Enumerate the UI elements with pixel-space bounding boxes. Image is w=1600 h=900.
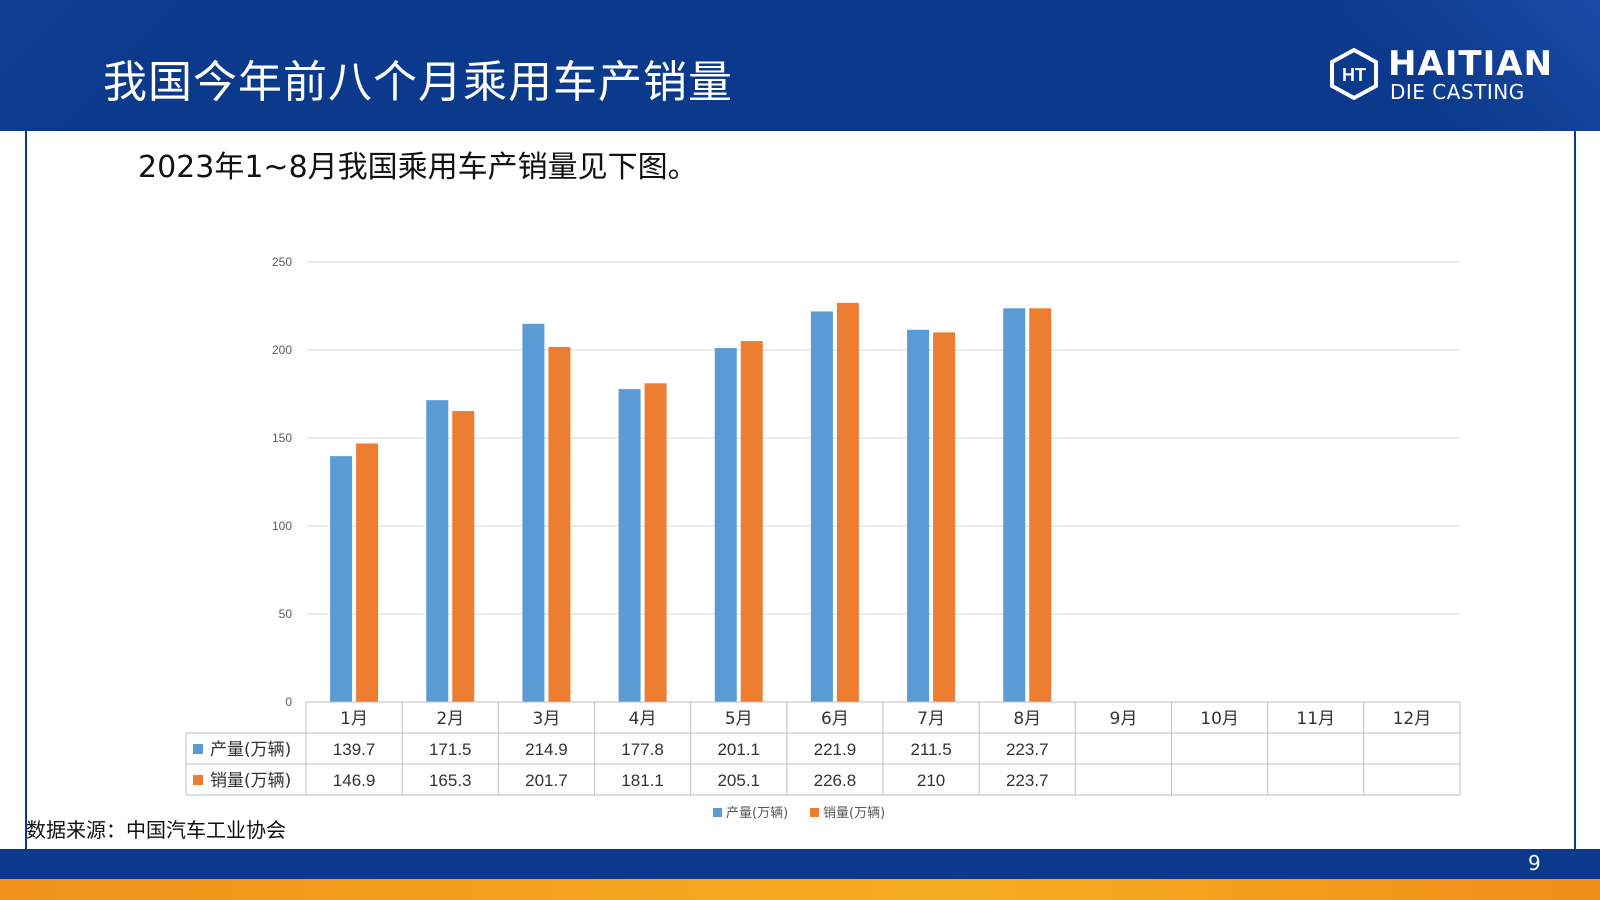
footer-bar bbox=[0, 849, 1600, 879]
data-table-value: 226.8 bbox=[814, 771, 857, 790]
sales-key-swatch bbox=[193, 775, 203, 785]
logo-badge-icon: HT bbox=[1330, 48, 1378, 100]
page-number: 9 bbox=[1528, 851, 1541, 875]
production-bar bbox=[714, 348, 737, 702]
data-table-value: 201.1 bbox=[717, 740, 760, 759]
source-note: 数据来源：中国汽车工业协会 bbox=[26, 818, 286, 842]
x-category-label: 2月 bbox=[436, 709, 464, 729]
sales-bar bbox=[356, 443, 379, 702]
production-bar bbox=[810, 311, 833, 702]
data-table-value: 165.3 bbox=[429, 771, 472, 790]
data-table-value: 139.7 bbox=[333, 740, 376, 759]
page-title: 我国今年前八个月乘用车产销量 bbox=[103, 57, 733, 108]
legend-production: 产量(万辆) bbox=[726, 806, 788, 821]
header-accent-right bbox=[1340, 0, 1600, 131]
haitian-logo: HT HAITIAN DIE CASTING bbox=[1328, 44, 1552, 104]
sales-bar bbox=[836, 302, 859, 702]
x-category-label: 12月 bbox=[1393, 709, 1432, 729]
sales-bar bbox=[933, 332, 956, 702]
frame-left-border bbox=[25, 131, 27, 849]
y-tick-label: 50 bbox=[279, 607, 293, 621]
production-bar bbox=[426, 400, 449, 702]
y-tick-label: 0 bbox=[285, 695, 292, 709]
data-table-value: 171.5 bbox=[429, 740, 472, 759]
production-bar bbox=[330, 456, 353, 702]
production-bar bbox=[1003, 308, 1026, 702]
x-category-label: 5月 bbox=[725, 709, 753, 729]
production-key-swatch bbox=[193, 744, 203, 754]
x-category-label: 3月 bbox=[533, 709, 561, 729]
x-category-label: 9月 bbox=[1110, 709, 1138, 729]
footer-accent-stripe bbox=[0, 879, 1600, 900]
data-table-value: 221.9 bbox=[814, 740, 857, 759]
x-category-label: 6月 bbox=[821, 709, 849, 729]
x-category-label: 11月 bbox=[1296, 709, 1335, 729]
sales-legend-swatch bbox=[810, 808, 819, 817]
production-bar bbox=[907, 329, 930, 702]
x-category-label: 4月 bbox=[629, 709, 657, 729]
x-category-label: 1月 bbox=[340, 709, 368, 729]
data-table-value: 223.7 bbox=[1006, 771, 1049, 790]
x-category-label: 8月 bbox=[1013, 709, 1041, 729]
y-tick-label: 250 bbox=[272, 255, 292, 269]
data-table-series-name: 销量(万辆) bbox=[210, 771, 291, 791]
intro-text: 2023年1~8月我国乘用车产销量见下图。 bbox=[138, 150, 698, 185]
data-table-value: 223.7 bbox=[1006, 740, 1049, 759]
legend-sales: 销量(万辆) bbox=[823, 806, 885, 821]
data-table-series-name: 产量(万辆) bbox=[210, 740, 291, 760]
production-bar bbox=[522, 323, 545, 702]
y-tick-label: 200 bbox=[272, 343, 292, 357]
data-table-value: 205.1 bbox=[717, 771, 760, 790]
data-table-value: 211.5 bbox=[910, 740, 951, 759]
logo-brand-sub: DIE CASTING bbox=[1390, 80, 1525, 104]
logo-brand-name: HAITIAN bbox=[1388, 44, 1554, 84]
data-table-value: 181.1 bbox=[621, 771, 664, 790]
data-table-value: 210 bbox=[917, 771, 945, 790]
data-table-value: 177.8 bbox=[621, 740, 664, 759]
sales-bar bbox=[548, 347, 571, 702]
data-table-value: 214.9 bbox=[525, 740, 568, 759]
sales-bar bbox=[644, 383, 667, 702]
logo-badge-text: HT bbox=[1342, 65, 1366, 85]
data-table-value: 146.9 bbox=[333, 771, 376, 790]
production-legend-swatch bbox=[713, 808, 722, 817]
production-bar bbox=[618, 389, 641, 702]
y-tick-label: 100 bbox=[272, 519, 292, 533]
frame-right-border bbox=[1574, 131, 1576, 849]
header-bar: 我国今年前八个月乘用车产销量 HT HAITIAN DIE CASTING bbox=[0, 0, 1600, 131]
sales-bar bbox=[740, 341, 763, 702]
x-category-label: 10月 bbox=[1200, 709, 1239, 729]
x-category-label: 7月 bbox=[917, 709, 945, 729]
data-table-value: 201.7 bbox=[525, 771, 568, 790]
y-tick-label: 150 bbox=[272, 431, 292, 445]
sales-bar bbox=[452, 411, 475, 702]
sales-bar bbox=[1029, 308, 1052, 702]
header-accent-left bbox=[0, 0, 200, 131]
